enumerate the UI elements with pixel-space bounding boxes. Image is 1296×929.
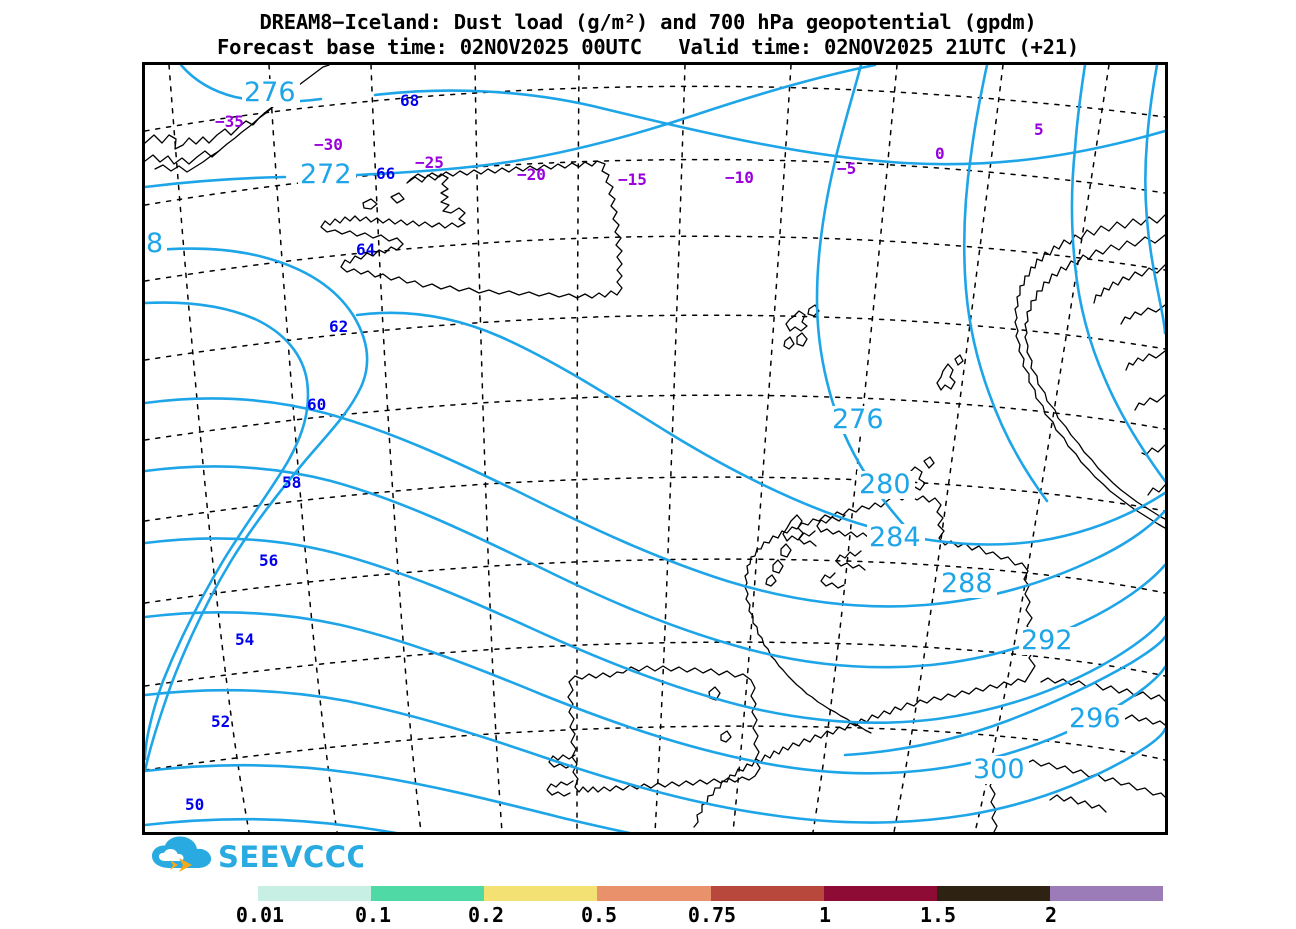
colorbar-tick: 1: [818, 903, 832, 927]
colorbar-segment: [936, 886, 1050, 901]
forecast-time-subtitle: Forecast base time: 02NOV2025 00UTC Vali…: [216, 35, 1080, 59]
svg-text:66: 66: [376, 164, 395, 183]
svg-text:56: 56: [259, 551, 278, 570]
svg-text:−5: −5: [837, 159, 856, 178]
svg-text:52: 52: [211, 712, 230, 731]
svg-text:5: 5: [1034, 120, 1044, 139]
page-title: DREAM8−Iceland: Dust load (g/m²) and 700…: [259, 10, 1037, 34]
coastline-shetland: [936, 363, 956, 391]
colorbar-segment: [597, 886, 711, 901]
coastline-iceland: [320, 160, 623, 299]
colorbar-tick: 0.2: [467, 903, 505, 927]
svg-text:296: 296: [1069, 703, 1121, 734]
contour-300: [145, 763, 631, 832]
svg-text:288: 288: [941, 568, 993, 599]
svg-text:280: 280: [859, 469, 911, 500]
contour-vertical-d: [1144, 65, 1165, 335]
map-plot-frame: .coast { fill:none; stroke:#000000; stro…: [142, 62, 1168, 835]
svg-text:68: 68: [400, 91, 419, 110]
svg-text:292: 292: [1021, 625, 1073, 656]
longitude-gridlines: [168, 65, 1110, 832]
colorbar-segment: [1049, 886, 1163, 901]
colorbar-tick: 0.01: [235, 903, 285, 927]
coastline-hebrides: [765, 514, 804, 587]
svg-text:58: 58: [282, 473, 301, 492]
colorbar-tick: 1.5: [919, 903, 957, 927]
svg-text:62: 62: [329, 317, 348, 336]
chart-title-block: DREAM8−Iceland: Dust load (g/m²) and 700…: [0, 10, 1296, 60]
latitude-labels: 68 66 64 62 60 58 56 54 52 50: [185, 91, 419, 814]
colorbar-tick: 0.1: [354, 903, 392, 927]
contour-296: [145, 688, 1165, 824]
weather-map-canvas: .coast { fill:none; stroke:#000000; stro…: [145, 65, 1165, 832]
contour-labels: 276 272 8 276 280 284 288 292 296 300: [145, 77, 1125, 785]
arrow-icon: [170, 858, 192, 872]
svg-text:64: 64: [356, 240, 375, 259]
contour-vertical-a: [815, 65, 915, 537]
svg-text:60: 60: [307, 395, 326, 414]
svg-text:−15: −15: [618, 170, 647, 189]
dust-load-colorbar: [258, 886, 1163, 901]
colorbar-tick: 2: [1044, 903, 1058, 927]
svg-text:276: 276: [244, 77, 296, 108]
colorbar-tick: 0.75: [687, 903, 737, 927]
svg-text:−35: −35: [215, 112, 244, 131]
svg-text:8: 8: [146, 228, 163, 259]
seevccc-logo[interactable]: SEEVCCC: [148, 836, 363, 878]
svg-text:−20: −20: [517, 165, 546, 184]
contour-268: [145, 247, 369, 773]
svg-text:272: 272: [300, 159, 352, 190]
svg-text:−10: −10: [725, 168, 754, 187]
colorbar-tick: 0.5: [580, 903, 618, 927]
svg-text:0: 0: [935, 144, 945, 163]
contour-280: [145, 397, 1165, 608]
svg-text:276: 276: [832, 404, 884, 435]
svg-text:300: 300: [973, 754, 1025, 785]
logo-text: SEEVCCC: [218, 840, 363, 874]
svg-text:284: 284: [869, 522, 921, 553]
contour-vertical-b: [962, 65, 1049, 503]
contour-288: [145, 537, 1165, 725]
svg-text:−30: −30: [314, 135, 343, 154]
coastline-norway: [1014, 214, 1165, 529]
longitude-labels: −35 −30 −25 −20 −15 −10 −5 0 5: [215, 112, 1044, 189]
cloud-icon: [152, 836, 212, 868]
svg-text:50: 50: [185, 795, 204, 814]
svg-text:−25: −25: [415, 153, 444, 172]
contour-276-sweep: [145, 301, 310, 761]
colorbar-segment: [371, 886, 485, 901]
colorbar-segment: [484, 886, 598, 901]
svg-text:54: 54: [235, 630, 254, 649]
colorbar-tick-labels: 0.01 0.1 0.2 0.5 0.75 1 1.5 2: [148, 903, 1268, 929]
colorbar-segment: [258, 886, 372, 901]
contour-vertical-c: [1070, 65, 1165, 483]
colorbar-segment: [823, 886, 937, 901]
coastline-france: [1040, 677, 1165, 702]
coastline-ireland: [567, 665, 761, 793]
coastline-faroe-islands: [783, 304, 820, 350]
colorbar-segment: [710, 886, 824, 901]
contour-272: [145, 175, 287, 189]
geopotential-contours: [145, 65, 1165, 832]
